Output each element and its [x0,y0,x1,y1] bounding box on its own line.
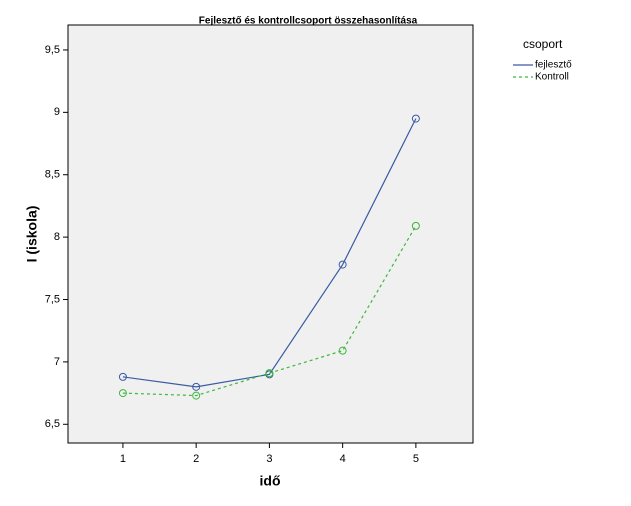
point-marker [192,391,201,400]
point-marker [338,260,347,269]
point-marker [118,372,127,381]
point-marker [265,369,274,378]
y-tick-label: 7,5 [45,293,60,305]
x-tick-label: 2 [193,453,199,465]
series-line [122,118,417,388]
plot-area [67,24,474,444]
x-tick-label: 5 [413,453,419,465]
chart-title: Fejlesztő és kontrollcsoport összehasonl… [199,16,418,27]
x-axis-label: idő [260,473,281,489]
x-tick-label: 3 [266,453,272,465]
y-tick-label: 8 [54,231,60,243]
series-line [122,225,417,397]
x-tick-label: 4 [340,453,346,465]
y-tick-label: 6,5 [45,418,60,430]
y-tick-label: 8,5 [45,169,60,181]
point-marker [411,114,420,123]
point-marker [338,346,347,355]
point-marker [118,389,127,398]
x-tick-label: 1 [120,453,126,465]
y-tick-label: 7 [54,356,60,368]
y-tick-label: 9,5 [45,44,60,56]
legend-title: csoport [523,37,563,51]
legend-label: Kontroll [535,72,569,83]
y-axis-label: I (iskola) [24,206,40,263]
legend-label: fejlesztő [535,60,572,71]
point-marker [192,382,201,391]
y-tick-label: 9 [54,106,60,118]
point-marker [411,221,420,230]
